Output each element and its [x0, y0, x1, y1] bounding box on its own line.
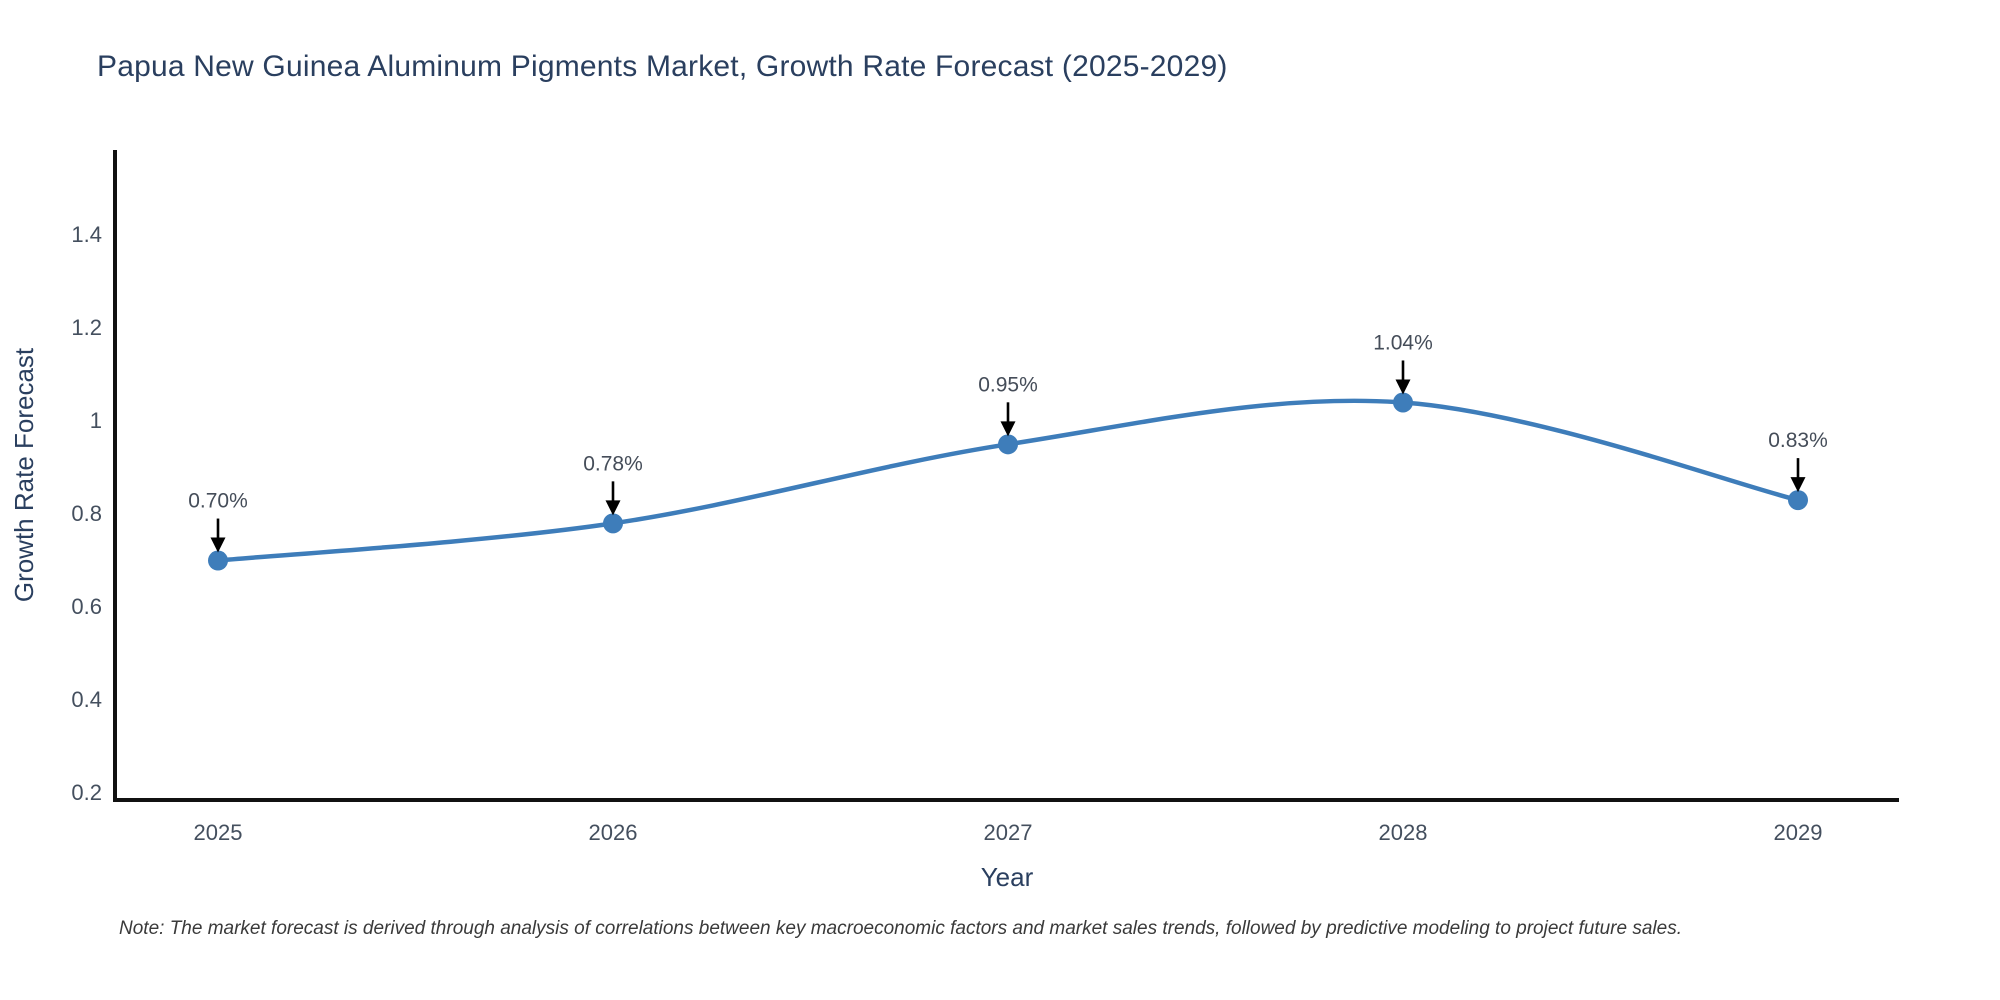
data-point-marker	[1393, 392, 1413, 413]
annotation-arrow-head	[1000, 421, 1016, 437]
data-point-marker	[208, 550, 228, 571]
data-point-marker	[603, 513, 623, 534]
data-point-label: 0.78%	[583, 452, 643, 475]
y-tick-label: 0.6	[71, 594, 102, 619]
annotation-arrow-head	[1395, 379, 1411, 395]
data-point-marker	[998, 434, 1018, 455]
x-tick-label: 2027	[984, 820, 1033, 845]
y-axis-title: Growth Rate Forecast	[9, 347, 39, 602]
x-tick-label: 2026	[589, 820, 638, 845]
data-point-marker	[1788, 490, 1808, 511]
data-point-label: 0.83%	[1768, 429, 1828, 452]
data-point-label: 1.04%	[1373, 331, 1433, 354]
y-tick-label: 0.2	[71, 780, 102, 805]
annotation-arrow-head	[1790, 477, 1806, 493]
y-tick-label: 0.8	[71, 501, 102, 526]
y-tick-label: 1	[90, 408, 102, 433]
annotation-arrow-head	[210, 537, 226, 553]
data-point-label: 0.70%	[188, 490, 248, 513]
x-tick-label: 2029	[1774, 820, 1823, 845]
footnote: Note: The market forecast is derived thr…	[119, 918, 1682, 939]
annotation-arrow-head	[605, 500, 621, 516]
y-tick-label: 0.4	[71, 687, 102, 712]
x-axis-title: Year	[981, 862, 1034, 892]
chart-title: Papua New Guinea Aluminum Pigments Marke…	[97, 50, 1228, 83]
data-point-label: 0.95%	[978, 373, 1038, 396]
x-tick-label: 2025	[194, 820, 243, 845]
x-tick-label: 2028	[1379, 820, 1428, 845]
y-tick-label: 1.2	[71, 315, 102, 340]
y-tick-label: 1.4	[71, 222, 102, 247]
